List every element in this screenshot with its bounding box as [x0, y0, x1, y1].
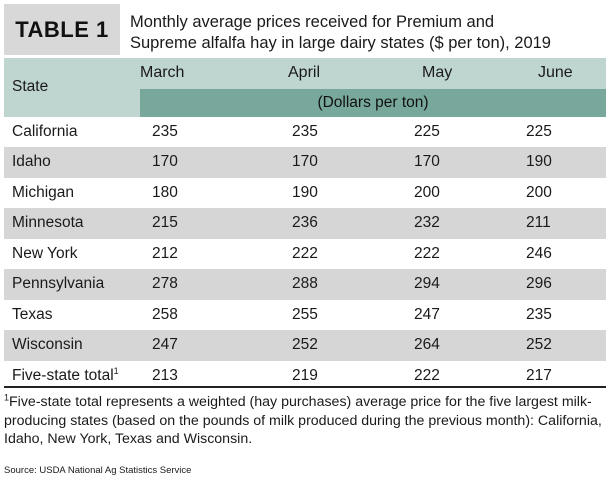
unit-label: (Dollars per ton)	[140, 88, 606, 117]
total-value-cell: 222	[386, 360, 492, 391]
value-cell: 170	[386, 147, 492, 178]
table-row: New York 212 222 222 246	[4, 238, 606, 269]
value-cell: 170	[268, 147, 386, 178]
state-cell: Pennsylvania	[4, 269, 140, 300]
month-header-june: June	[492, 58, 606, 89]
table-row: Pennsylvania 278 288 294 296	[4, 269, 606, 300]
value-cell: 258	[140, 299, 268, 330]
value-cell: 252	[492, 330, 606, 361]
value-cell: 170	[140, 147, 268, 178]
value-cell: 235	[268, 116, 386, 147]
table-title-line-1: Monthly average prices received for Prem…	[130, 13, 495, 31]
total-value-cell: 213	[140, 360, 268, 391]
total-state-label: Five-state total	[12, 366, 114, 384]
unit-row: (Dollars per ton)	[4, 88, 606, 117]
table-title-line-2: Supreme alfalfa hay in large dairy state…	[130, 34, 551, 52]
value-cell: 294	[386, 269, 492, 300]
value-cell: 180	[140, 177, 268, 208]
total-state-cell: Five-state total1	[4, 360, 140, 391]
value-cell: 235	[492, 299, 606, 330]
table-row: California 235 235 225 225	[4, 116, 606, 147]
source-note: Source: USDA National Ag Statistics Serv…	[4, 465, 192, 476]
table-label: TABLE 1	[4, 4, 120, 55]
value-cell: 225	[386, 116, 492, 147]
footnote-marker: 1	[4, 392, 10, 403]
value-cell: 215	[140, 208, 268, 239]
price-table: State March April May June (Dollars per …	[4, 58, 606, 391]
table-row: Idaho 170 170 170 190	[4, 147, 606, 178]
value-cell: 222	[268, 238, 386, 269]
state-cell: Idaho	[4, 147, 140, 178]
table-row: Michigan 180 190 200 200	[4, 177, 606, 208]
column-header-row: State March April May June	[4, 58, 606, 117]
value-cell: 247	[140, 330, 268, 361]
table-row: Wisconsin 247 252 264 252	[4, 330, 606, 361]
month-header-march: March	[140, 58, 268, 89]
state-cell: California	[4, 116, 140, 147]
month-header-april: April	[268, 58, 386, 89]
total-value-cell: 217	[492, 360, 606, 391]
value-cell: 247	[386, 299, 492, 330]
state-cell: New York	[4, 238, 140, 269]
table-bottom-rule	[4, 386, 606, 388]
footnote: 1Five-state total represents a weighted …	[4, 393, 604, 449]
value-cell: 255	[268, 299, 386, 330]
state-column-header: State	[4, 58, 140, 117]
value-cell: 288	[268, 269, 386, 300]
value-cell: 236	[268, 208, 386, 239]
value-cell: 235	[140, 116, 268, 147]
value-cell: 211	[492, 208, 606, 239]
table-row: Texas 258 255 247 235	[4, 299, 606, 330]
value-cell: 246	[492, 238, 606, 269]
total-value-cell: 219	[268, 360, 386, 391]
value-cell: 212	[140, 238, 268, 269]
value-cell: 278	[140, 269, 268, 300]
table-title: Monthly average prices received for Prem…	[120, 4, 606, 55]
value-cell: 222	[386, 238, 492, 269]
total-footnote-marker: 1	[113, 365, 119, 376]
state-cell: Minnesota	[4, 208, 140, 239]
value-cell: 200	[492, 177, 606, 208]
total-row: Five-state total1 213 219 222 217	[4, 360, 606, 391]
month-header-may: May	[386, 58, 492, 89]
state-cell: Texas	[4, 299, 140, 330]
value-cell: 252	[268, 330, 386, 361]
table-row: Minnesota 215 236 232 211	[4, 208, 606, 239]
value-cell: 190	[492, 147, 606, 178]
value-cell: 296	[492, 269, 606, 300]
value-cell: 190	[268, 177, 386, 208]
table-header: TABLE 1 Monthly average prices received …	[4, 4, 606, 55]
value-cell: 232	[386, 208, 492, 239]
value-cell: 264	[386, 330, 492, 361]
footnote-text: Five-state total represents a weighted (…	[4, 394, 602, 447]
state-cell: Wisconsin	[4, 330, 140, 361]
state-cell: Michigan	[4, 177, 140, 208]
value-cell: 200	[386, 177, 492, 208]
value-cell: 225	[492, 116, 606, 147]
